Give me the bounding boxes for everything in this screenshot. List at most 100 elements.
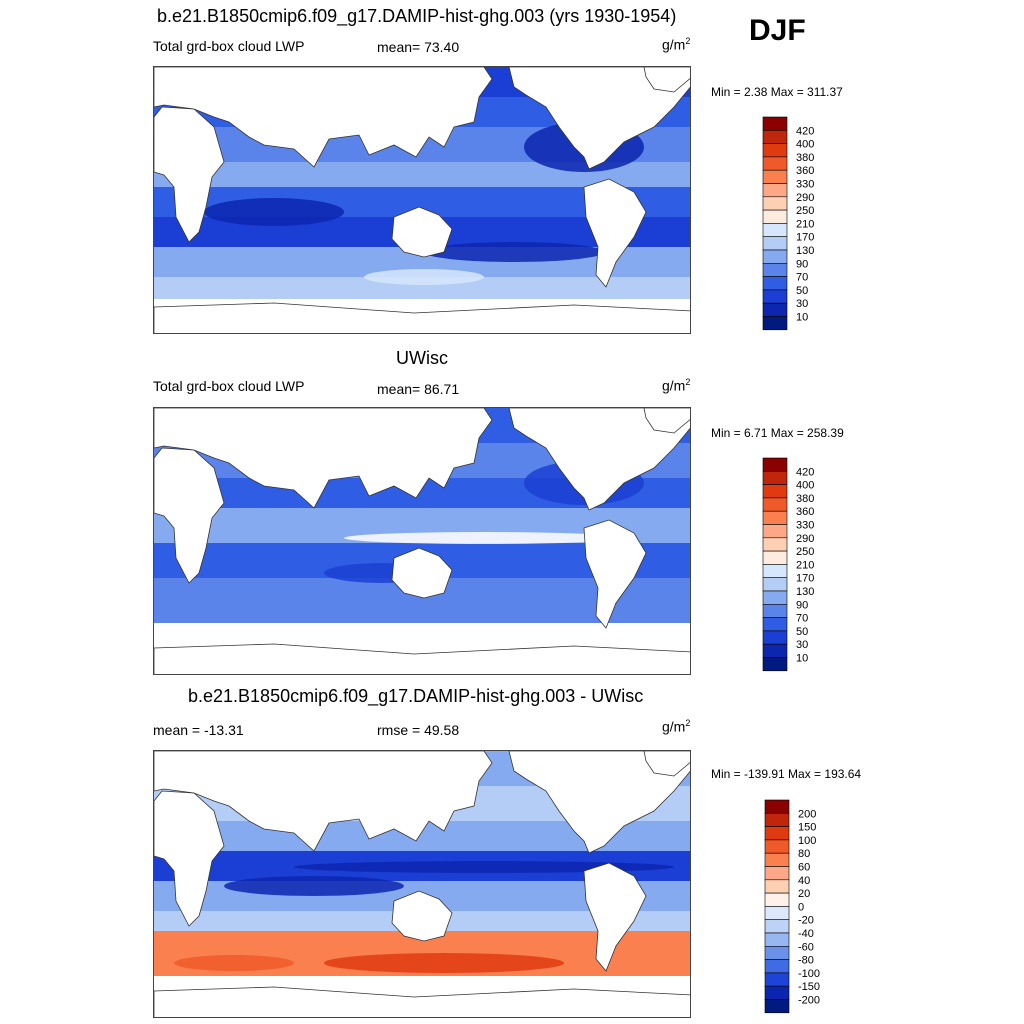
- antarctica-landmass: [154, 643, 690, 674]
- colorbar-swatch: [762, 156, 788, 171]
- colorbar-swatch: [762, 630, 788, 645]
- panel-3-title: b.e21.B1850cmip6.f09_g17.DAMIP-hist-ghg.…: [188, 686, 644, 706]
- colorbar-tick-label: 420: [796, 125, 814, 137]
- panel-2-title: UWisc: [396, 348, 448, 368]
- colorbar-tick-label: 170: [796, 573, 814, 585]
- colorbar-tick-label: 330: [796, 520, 814, 532]
- colorbar-swatch: [764, 972, 790, 987]
- colorbar-swatch: [762, 276, 788, 291]
- colorbar-tick-label: 70: [796, 613, 808, 625]
- colorbar-tick-label: 10: [796, 653, 808, 665]
- colorbar-tick-label: 170: [796, 232, 814, 244]
- colorbar-swatch: [762, 236, 788, 251]
- africa-landmass: [154, 106, 225, 243]
- colorbar-tick-label: -60: [798, 941, 814, 953]
- colorbar-tick-label: 40: [798, 875, 810, 887]
- panel-3-map: [153, 750, 691, 1018]
- colorbar-swatch: [762, 183, 788, 198]
- colorbar-tick-label: 130: [796, 245, 814, 257]
- panel-2-minmax: Min = 6.71 Max = 258.39: [711, 426, 844, 440]
- colorbar-tick-label: -100: [798, 968, 820, 980]
- colorbar-tick-label: 250: [796, 205, 814, 217]
- greenland-landmass: [643, 751, 690, 777]
- colorbar-swatch: [762, 249, 788, 264]
- colorbar-swatch: [764, 839, 790, 854]
- colorbar-tick-label: 210: [796, 218, 814, 230]
- colorbar-tick-label: 290: [796, 192, 814, 204]
- panel-1-units: g/m2: [662, 36, 691, 53]
- colorbar-tick-label: 150: [798, 822, 816, 834]
- panel-3-map-field: [154, 751, 690, 1017]
- field-anomaly: [224, 876, 404, 896]
- colorbar-tick-label: -200: [798, 995, 820, 1007]
- colorbar-tick-label: 360: [796, 506, 814, 518]
- panel-3-colorbar: 200 150 100 80 60 40 20 0 -20 -40 -60 -80 -100 -150 -2…: [764, 799, 835, 1015]
- colorbar-tick-label: 130: [796, 586, 814, 598]
- colorbar-tick-label: 60: [798, 862, 810, 874]
- colorbar-tick-label: 400: [796, 139, 814, 151]
- colorbar-tick-label: 380: [796, 493, 814, 505]
- colorbar-swatch: [764, 879, 790, 894]
- panel-2-colorbar: 420 400 380 360 330 290 250 210 170 130 90 70 50 30 10: [762, 457, 833, 673]
- north-america-landmass: [508, 751, 690, 854]
- colorbar-tick-label: 10: [796, 312, 808, 324]
- colorbar-swatch: [762, 316, 788, 331]
- colorbar-swatch: [764, 866, 790, 881]
- colorbar-swatch: [764, 919, 790, 934]
- panel-3-units: g/m2: [662, 718, 691, 735]
- south-america-landmass: [583, 862, 647, 972]
- colorbar-swatch: [762, 263, 788, 277]
- panel-1-colorbar: 420 400 380 360 330 290 250 210 170 130 90 70 50 30 10: [762, 116, 833, 332]
- panel-1-map-field: [154, 67, 690, 333]
- colorbar-swatch: [762, 510, 788, 525]
- colorbar-swatch: [762, 457, 788, 472]
- australia-landmass: [391, 206, 453, 258]
- colorbar-swatch: [764, 999, 790, 1014]
- australia-landmass: [391, 547, 453, 599]
- colorbar-tick-label: 80: [798, 848, 810, 860]
- eurasia-landmass: [154, 751, 493, 852]
- africa-landmass: [154, 790, 225, 927]
- north-america-landmass: [508, 408, 690, 511]
- colorbar-swatch: [762, 302, 788, 317]
- colorbar-tick-label: 200: [798, 808, 816, 820]
- field-anomaly: [344, 532, 624, 544]
- colorbar-tick-label: 90: [796, 599, 808, 611]
- colorbar-tick-label: 400: [796, 480, 814, 492]
- colorbar-swatch: [762, 169, 788, 184]
- africa-landmass: [154, 447, 225, 584]
- colorbar-swatch: [764, 813, 790, 827]
- colorbar-tick-label: 30: [796, 298, 808, 310]
- colorbar-tick-label: 330: [796, 179, 814, 191]
- colorbar-swatch: [762, 209, 788, 224]
- colorbar-swatch: [762, 657, 788, 672]
- colorbar-swatch: [762, 617, 788, 632]
- colorbar-swatch: [764, 826, 790, 841]
- antarctica-landmass: [154, 986, 690, 1017]
- colorbar-tick-label: 250: [796, 546, 814, 558]
- eurasia-landmass: [154, 408, 493, 509]
- colorbar-swatch: [762, 604, 788, 618]
- panel-3-mean-label: mean = -13.31: [153, 722, 244, 738]
- colorbar-tick-label: -80: [798, 955, 814, 967]
- colorbar-tick-label: 360: [796, 165, 814, 177]
- panel-2-units: g/m2: [662, 377, 691, 394]
- field-anomaly: [364, 269, 484, 285]
- colorbar-swatch: [764, 985, 790, 1000]
- colorbar-tick-label: -20: [798, 915, 814, 927]
- antarctica-landmass: [154, 302, 690, 333]
- colorbar-swatch: [764, 932, 790, 947]
- colorbar-tick-label: -150: [798, 981, 820, 993]
- eurasia-landmass: [154, 67, 493, 168]
- colorbar-swatch: [762, 484, 788, 499]
- colorbar-swatch: [764, 906, 790, 921]
- panel-1-map: [153, 66, 691, 334]
- panel-1-mean-label: mean= 73.40: [377, 39, 460, 55]
- colorbar-swatch: [762, 643, 788, 658]
- australia-landmass: [391, 890, 453, 942]
- colorbar-tick-label: 380: [796, 152, 814, 164]
- greenland-landmass: [643, 408, 690, 434]
- colorbar-tick-label: 50: [796, 285, 808, 297]
- colorbar-swatch: [762, 550, 788, 565]
- panel-2-mean-label: mean= 86.71: [377, 381, 460, 397]
